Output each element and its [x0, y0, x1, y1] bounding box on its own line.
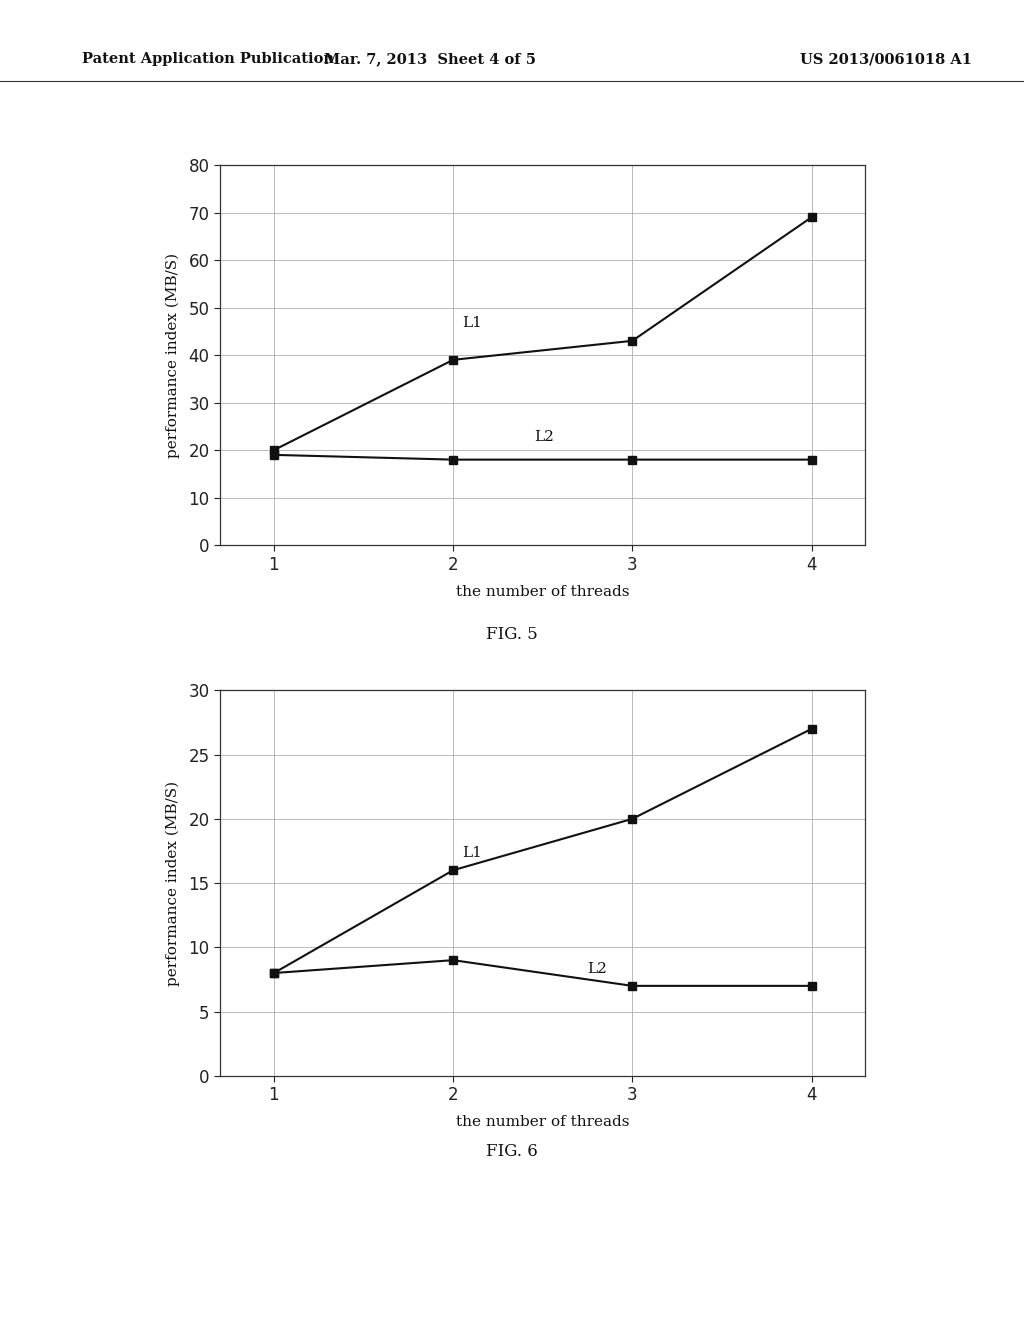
X-axis label: the number of threads: the number of threads [456, 1115, 630, 1130]
Text: L2: L2 [534, 429, 554, 444]
Text: US 2013/0061018 A1: US 2013/0061018 A1 [800, 53, 972, 66]
Y-axis label: performance index (MB/S): performance index (MB/S) [166, 252, 180, 458]
Text: Patent Application Publication: Patent Application Publication [82, 53, 334, 66]
Y-axis label: performance index (MB/S): performance index (MB/S) [166, 780, 180, 986]
Text: L2: L2 [588, 962, 607, 975]
X-axis label: the number of threads: the number of threads [456, 585, 630, 599]
Text: Mar. 7, 2013  Sheet 4 of 5: Mar. 7, 2013 Sheet 4 of 5 [324, 53, 537, 66]
Text: L1: L1 [462, 846, 482, 861]
Text: L1: L1 [462, 315, 482, 330]
Text: FIG. 6: FIG. 6 [486, 1143, 538, 1159]
Text: FIG. 5: FIG. 5 [486, 627, 538, 643]
